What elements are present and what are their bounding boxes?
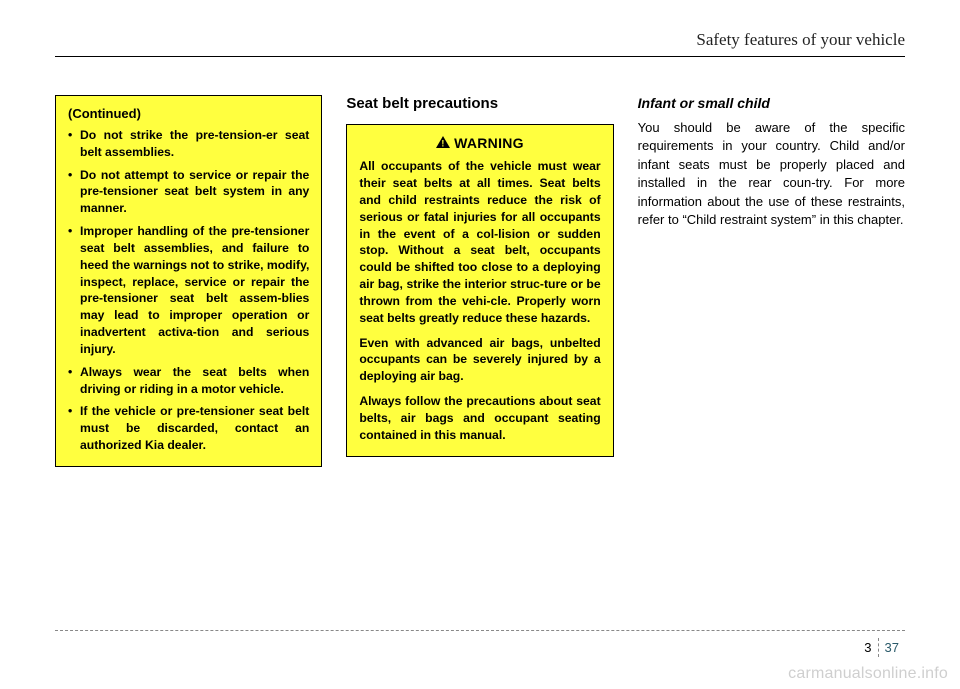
chapter-title: Safety features of your vehicle bbox=[55, 30, 905, 57]
bullet-item: Always wear the seat belts when driving … bbox=[68, 364, 309, 398]
column-right: Infant or small child You should be awar… bbox=[638, 95, 905, 230]
bullet-item: If the vehicle or pre-tensioner seat bel… bbox=[68, 403, 309, 453]
column-middle: Seat belt precautions ! WARNING All occu… bbox=[346, 95, 613, 457]
footer-divider bbox=[55, 630, 905, 631]
warning-paragraph: Even with advanced air bags, unbelted oc… bbox=[359, 335, 600, 385]
warning-header: ! WARNING bbox=[359, 135, 600, 152]
bullet-item: Do not strike the pre-tension-er seat be… bbox=[68, 127, 309, 161]
warning-triangle-icon: ! bbox=[436, 135, 450, 151]
warning-label: WARNING bbox=[454, 135, 524, 151]
watermark-text: carmanualsonline.info bbox=[788, 665, 948, 683]
svg-text:!: ! bbox=[441, 139, 444, 149]
warning-paragraph: Always follow the precautions about seat… bbox=[359, 393, 600, 443]
continued-label: (Continued) bbox=[68, 106, 309, 121]
bullet-item: Improper handling of the pre-tensioner s… bbox=[68, 223, 309, 358]
body-text: You should be aware of the specific requ… bbox=[638, 119, 905, 230]
page-footer: 3 37 bbox=[858, 638, 905, 657]
bullet-item: Do not attempt to service or repair the … bbox=[68, 167, 309, 217]
content-columns: (Continued) Do not strike the pre-tensio… bbox=[55, 95, 905, 467]
continued-box: (Continued) Do not strike the pre-tensio… bbox=[55, 95, 322, 467]
warning-paragraph: All occupants of the vehicle must wear t… bbox=[359, 158, 600, 326]
section-heading: Seat belt precautions bbox=[346, 95, 613, 112]
manual-page: Safety features of your vehicle (Continu… bbox=[0, 0, 960, 689]
warning-text: All occupants of the vehicle must wear t… bbox=[359, 158, 600, 443]
page-section-number: 3 bbox=[858, 638, 877, 657]
warning-box: ! WARNING All occupants of the vehicle m… bbox=[346, 124, 613, 457]
page-number: 37 bbox=[878, 638, 905, 657]
page-number-box: 3 37 bbox=[858, 638, 905, 657]
column-left: (Continued) Do not strike the pre-tensio… bbox=[55, 95, 322, 467]
continued-bullets: Do not strike the pre-tension-er seat be… bbox=[68, 127, 309, 454]
sub-heading: Infant or small child bbox=[638, 95, 905, 111]
